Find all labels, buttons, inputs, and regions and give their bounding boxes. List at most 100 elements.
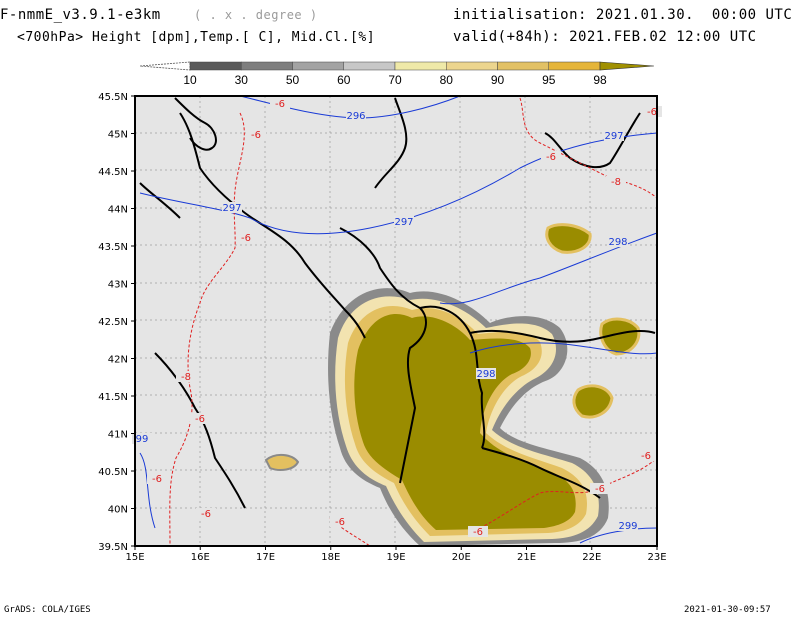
contour-label: -6 bbox=[641, 451, 651, 462]
lat-tick-label: 40.5N bbox=[98, 467, 128, 478]
colorbar-box bbox=[394, 61, 447, 71]
contour-label-bg bbox=[190, 413, 210, 424]
lat-tick-label: 44.5N bbox=[98, 167, 128, 178]
cloud-patch-southeast bbox=[572, 384, 614, 419]
country-borders bbox=[339, 227, 656, 499]
colorbar-label: 10 bbox=[183, 73, 197, 86]
colorbar-label: 80 bbox=[440, 73, 454, 86]
contour-label-bg bbox=[636, 450, 656, 461]
colorbar-label: 60 bbox=[337, 73, 351, 86]
lon-tick-label: 15E bbox=[125, 552, 144, 563]
colorbar-box bbox=[343, 61, 396, 71]
contour-label: 299 bbox=[618, 521, 637, 532]
cloud-patch-east bbox=[599, 317, 641, 356]
contour-label-bg bbox=[604, 130, 624, 141]
contour-label: -6 bbox=[473, 527, 483, 538]
colorbar-label: 90 bbox=[491, 73, 505, 86]
lon-tick-label: 17E bbox=[256, 552, 275, 563]
height-contour-labels: 296 297 297 297 298 298 299 99 bbox=[132, 110, 638, 532]
contour-label: -6 bbox=[241, 233, 251, 244]
lat-tick-label: 39.5N bbox=[98, 542, 128, 553]
contour-label-bg bbox=[476, 368, 496, 379]
colorbar-labels: 10 30 50 60 70 80 90 95 98 bbox=[183, 73, 607, 86]
valid-time: valid(+84h): 2021.FEB.02 12:00 UTC bbox=[453, 29, 757, 45]
lon-tick-label: 21E bbox=[517, 552, 536, 563]
lon-tick-label: 23E bbox=[647, 552, 666, 563]
coastlines-and-borders bbox=[139, 97, 641, 509]
contour-label-bg bbox=[590, 483, 610, 494]
lat-tick-label: 45N bbox=[108, 130, 128, 141]
contour-label: -6 bbox=[546, 152, 556, 163]
lat-tick-label: 43N bbox=[108, 280, 128, 291]
contour-label-bg bbox=[236, 232, 256, 243]
colorbar-high-arrow bbox=[599, 61, 655, 71]
cloud-patch-northeast bbox=[545, 223, 592, 254]
lat-tick-label: 40N bbox=[108, 505, 128, 516]
colorbar-label: 98 bbox=[593, 73, 607, 86]
colorbar-box bbox=[548, 61, 601, 71]
contour-label-bg bbox=[176, 371, 196, 382]
lon-tick-label: 19E bbox=[386, 552, 405, 563]
model-title: F-nmmE_v3.9.1-e3km bbox=[0, 7, 161, 23]
contour-label: -6 bbox=[152, 474, 162, 485]
contour-label: 297 bbox=[394, 217, 413, 228]
contour-label-bg bbox=[196, 508, 216, 519]
contour-label-bg bbox=[394, 216, 414, 227]
colorbar-box bbox=[241, 61, 293, 71]
contour-label-bg bbox=[346, 110, 366, 121]
colorbar: 10 30 50 60 70 80 90 95 98 bbox=[140, 61, 655, 86]
colorbar-box bbox=[446, 61, 498, 71]
lat-tick-label: 42N bbox=[108, 355, 128, 366]
cloud-cover-shading bbox=[264, 223, 641, 546]
cloud-core-olive bbox=[354, 313, 576, 530]
temperature-contour-labels: -6 -6 -6 -6 -8 -8 -6 -6 -6 -6 -6 -6 -6 -6 bbox=[147, 98, 662, 538]
lat-tick-label: 43.5N bbox=[98, 242, 128, 253]
colorbar-box bbox=[189, 61, 242, 71]
initialisation-time: initialisation: 2021.01.30. 00:00 UTC bbox=[453, 7, 793, 23]
contour-label-bg bbox=[147, 473, 167, 484]
contour-label: -6 bbox=[335, 517, 345, 528]
contour-label-bg bbox=[541, 151, 561, 162]
contour-label-bg bbox=[468, 526, 488, 537]
latitude-axis: 45.5N 45N 44.5N 44N 43.5N 43N 42.5N 42N 41.5N 41N… bbox=[98, 92, 135, 553]
temperature-contours bbox=[169, 97, 658, 547]
contour-label: -6 bbox=[201, 509, 211, 520]
chart-subtitle: <700hPa> Height [dpm],Temp.[ C], Mid.Cl.… bbox=[17, 30, 376, 45]
contour-label: 99 bbox=[136, 434, 149, 445]
contour-label: -6 bbox=[275, 99, 285, 110]
footer-credit: GrADS: COLA/IGES bbox=[4, 605, 91, 615]
contour-label-bg bbox=[606, 176, 626, 187]
contour-label: -8 bbox=[181, 372, 191, 383]
contour-label-bg bbox=[270, 98, 290, 109]
contour-label: 297 bbox=[222, 203, 241, 214]
contour-label-bg bbox=[608, 236, 628, 247]
contour-label: -6 bbox=[647, 107, 657, 118]
lon-tick-label: 18E bbox=[321, 552, 340, 563]
unit-note: ( . x . degree ) bbox=[194, 8, 318, 22]
colorbar-label: 70 bbox=[388, 73, 402, 86]
colorbar-boxes bbox=[189, 61, 601, 71]
colorbar-label: 95 bbox=[542, 73, 556, 86]
lat-tick-label: 41.5N bbox=[98, 392, 128, 403]
lon-tick-label: 20E bbox=[452, 552, 471, 563]
contour-label: -6 bbox=[251, 130, 261, 141]
contour-label: 298 bbox=[608, 237, 627, 248]
lat-tick-label: 41N bbox=[108, 430, 128, 441]
contour-label-bg bbox=[132, 433, 152, 444]
longitude-axis: 15E 16E 17E 18E 19E 20E 21E 22E 23E bbox=[125, 546, 667, 563]
contour-label: 298 bbox=[476, 369, 495, 380]
colorbar-box bbox=[497, 61, 549, 71]
lat-tick-label: 45.5N bbox=[98, 92, 128, 103]
colorbar-box bbox=[292, 61, 344, 71]
cloud-patch-west bbox=[264, 454, 300, 471]
colorbar-low-arrow bbox=[140, 61, 191, 71]
contour-label-bg bbox=[222, 202, 242, 213]
contour-label-bg bbox=[618, 520, 638, 531]
lon-tick-label: 16E bbox=[191, 552, 210, 563]
lon-tick-label: 22E bbox=[582, 552, 601, 563]
contour-label-bg bbox=[246, 129, 266, 140]
contour-label: -6 bbox=[195, 414, 205, 425]
lat-tick-label: 42.5N bbox=[98, 317, 128, 328]
contour-label-bg bbox=[642, 106, 662, 117]
